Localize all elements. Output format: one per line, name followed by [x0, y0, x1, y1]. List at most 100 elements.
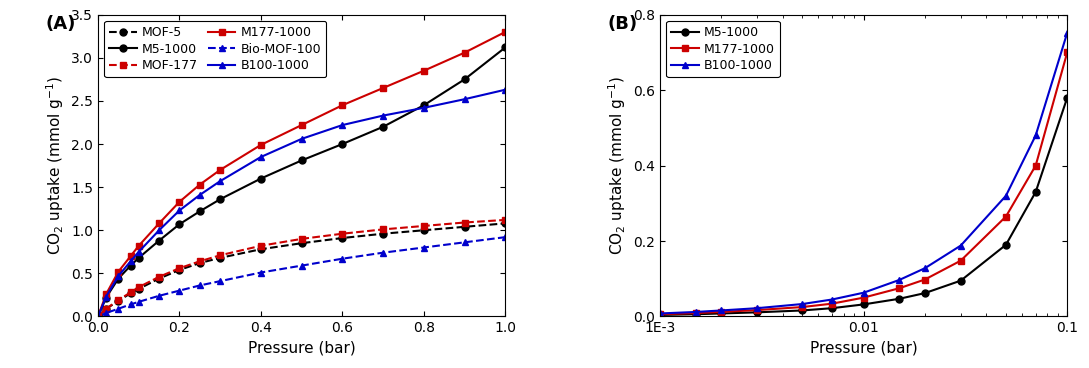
M5-1000	[91, 314, 105, 319]
M5-1000	[335, 142, 348, 146]
M5-1000	[1029, 190, 1042, 194]
Bio-MOF-100	[458, 240, 472, 245]
M5-1000	[152, 238, 166, 243]
M5-1000	[458, 77, 472, 82]
MOF-5	[417, 228, 430, 233]
Legend: M5-1000, M177-1000, B100-1000: M5-1000, M177-1000, B100-1000	[666, 21, 780, 78]
M177-1000	[653, 312, 666, 316]
M177-1000	[213, 168, 227, 172]
M5-1000	[689, 312, 702, 316]
M177-1000	[132, 244, 145, 248]
M177-1000	[796, 305, 809, 309]
MOF-177	[124, 290, 137, 294]
B100-1000	[653, 311, 666, 316]
MOF-5	[99, 307, 112, 311]
MOF-5	[173, 268, 186, 272]
B100-1000	[714, 308, 727, 313]
B100-1000	[335, 123, 348, 127]
Line: M5-1000: M5-1000	[657, 94, 1070, 318]
Bio-MOF-100	[99, 311, 112, 315]
B100-1000	[295, 137, 308, 141]
X-axis label: Pressure (bar): Pressure (bar)	[810, 341, 917, 356]
M5-1000	[255, 176, 268, 181]
M177-1000	[954, 258, 967, 263]
MOF-177	[152, 275, 166, 279]
B100-1000	[825, 297, 839, 302]
B100-1000	[954, 243, 967, 248]
MOF-5	[458, 224, 472, 229]
Line: MOF-5: MOF-5	[95, 220, 509, 320]
MOF-177	[295, 237, 308, 241]
M5-1000	[132, 256, 145, 260]
M5-1000	[213, 197, 227, 201]
M177-1000	[173, 199, 186, 204]
M177-1000	[91, 314, 105, 319]
Y-axis label: CO$_2$ uptake (mmol g$^{-1}$): CO$_2$ uptake (mmol g$^{-1}$)	[44, 76, 65, 255]
M177-1000	[689, 311, 702, 315]
B100-1000	[857, 290, 870, 295]
M177-1000	[335, 103, 348, 107]
M177-1000	[124, 254, 137, 258]
M177-1000	[893, 286, 906, 290]
MOF-5	[255, 247, 268, 251]
M177-1000	[1029, 163, 1042, 168]
M177-1000	[377, 86, 390, 90]
Bio-MOF-100	[295, 263, 308, 268]
MOF-5	[213, 256, 227, 260]
Line: B100-1000: B100-1000	[657, 29, 1070, 317]
M5-1000	[1000, 243, 1013, 247]
B100-1000	[152, 228, 166, 233]
M177-1000	[99, 292, 112, 296]
B100-1000	[1000, 194, 1013, 198]
MOF-5	[295, 241, 308, 245]
M5-1000	[173, 222, 186, 226]
Line: Bio-MOF-100: Bio-MOF-100	[95, 234, 509, 320]
Line: M177-1000: M177-1000	[657, 49, 1070, 318]
M5-1000	[918, 291, 931, 295]
B100-1000	[377, 113, 390, 118]
M5-1000	[954, 279, 967, 283]
B100-1000	[91, 314, 105, 319]
M177-1000	[825, 301, 839, 306]
MOF-5	[132, 287, 145, 291]
B100-1000	[796, 302, 809, 306]
M177-1000	[255, 143, 268, 147]
Bio-MOF-100	[335, 256, 348, 261]
B100-1000	[893, 278, 906, 282]
M5-1000	[124, 263, 137, 268]
MOF-5	[91, 314, 105, 319]
MOF-5	[335, 236, 348, 240]
MOF-177	[173, 266, 186, 270]
Text: (A): (A)	[45, 15, 75, 33]
M5-1000	[857, 302, 870, 307]
Bio-MOF-100	[377, 251, 390, 255]
MOF-177	[99, 307, 112, 311]
M5-1000	[1061, 96, 1074, 100]
Bio-MOF-100	[152, 294, 166, 298]
M5-1000	[377, 125, 390, 129]
M177-1000	[1061, 50, 1074, 55]
M5-1000	[417, 103, 430, 107]
M177-1000	[112, 269, 125, 274]
M5-1000	[714, 311, 727, 316]
MOF-177	[255, 244, 268, 248]
MOF-177	[417, 224, 430, 228]
M177-1000	[857, 296, 870, 300]
MOF-177	[91, 314, 105, 319]
B100-1000	[99, 294, 112, 299]
MOF-177	[335, 231, 348, 236]
M5-1000	[893, 297, 906, 301]
MOF-177	[213, 253, 227, 258]
M177-1000	[152, 221, 166, 226]
B100-1000	[213, 179, 227, 183]
Legend: MOF-5, M5-1000, MOF-177, M177-1000, Bio-MOF-100, B100-1000: MOF-5, M5-1000, MOF-177, M177-1000, Bio-…	[105, 21, 326, 78]
M5-1000	[193, 209, 206, 213]
M5-1000	[796, 308, 809, 313]
B100-1000	[255, 155, 268, 159]
Bio-MOF-100	[193, 283, 206, 288]
B100-1000	[124, 259, 137, 263]
B100-1000	[193, 193, 206, 197]
Bio-MOF-100	[213, 279, 227, 283]
M5-1000	[112, 276, 125, 281]
M5-1000	[295, 158, 308, 163]
